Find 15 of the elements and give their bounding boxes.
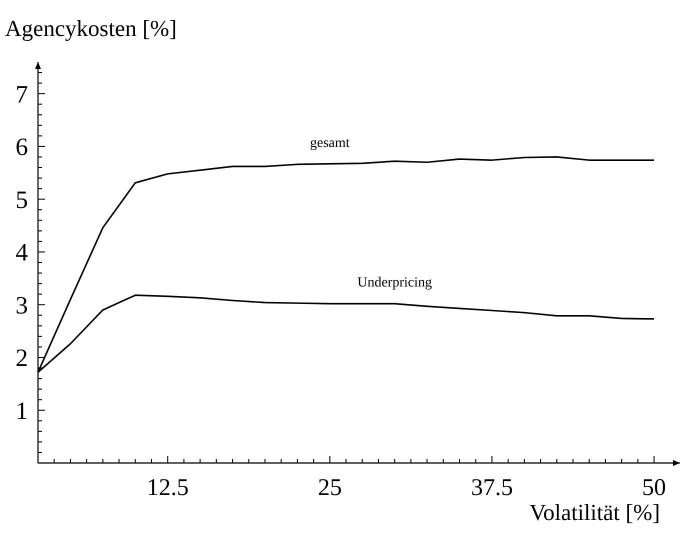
y-tick-label: 6 <box>16 134 28 162</box>
series-label: Underpricing <box>357 276 432 291</box>
y-tick-label: 1 <box>16 398 28 425</box>
x-axis-title: Volatilität [%] <box>529 500 660 525</box>
y-tick-label: 4 <box>16 240 28 267</box>
y-tick-label: 5 <box>16 186 28 214</box>
y-tick-label: 2 <box>16 345 28 372</box>
x-tick-label: 50 <box>642 475 666 501</box>
y-tick-label: 3 <box>16 292 28 320</box>
x-tick-label: 12.5 <box>146 475 189 501</box>
x-tick-label: 37.5 <box>470 475 513 501</box>
x-tick-label: 25 <box>318 475 342 501</box>
series-label: gesamt <box>310 136 350 151</box>
y-tick-label: 7 <box>16 81 28 108</box>
y-axis-title: Agencykosten [%] <box>5 16 177 41</box>
